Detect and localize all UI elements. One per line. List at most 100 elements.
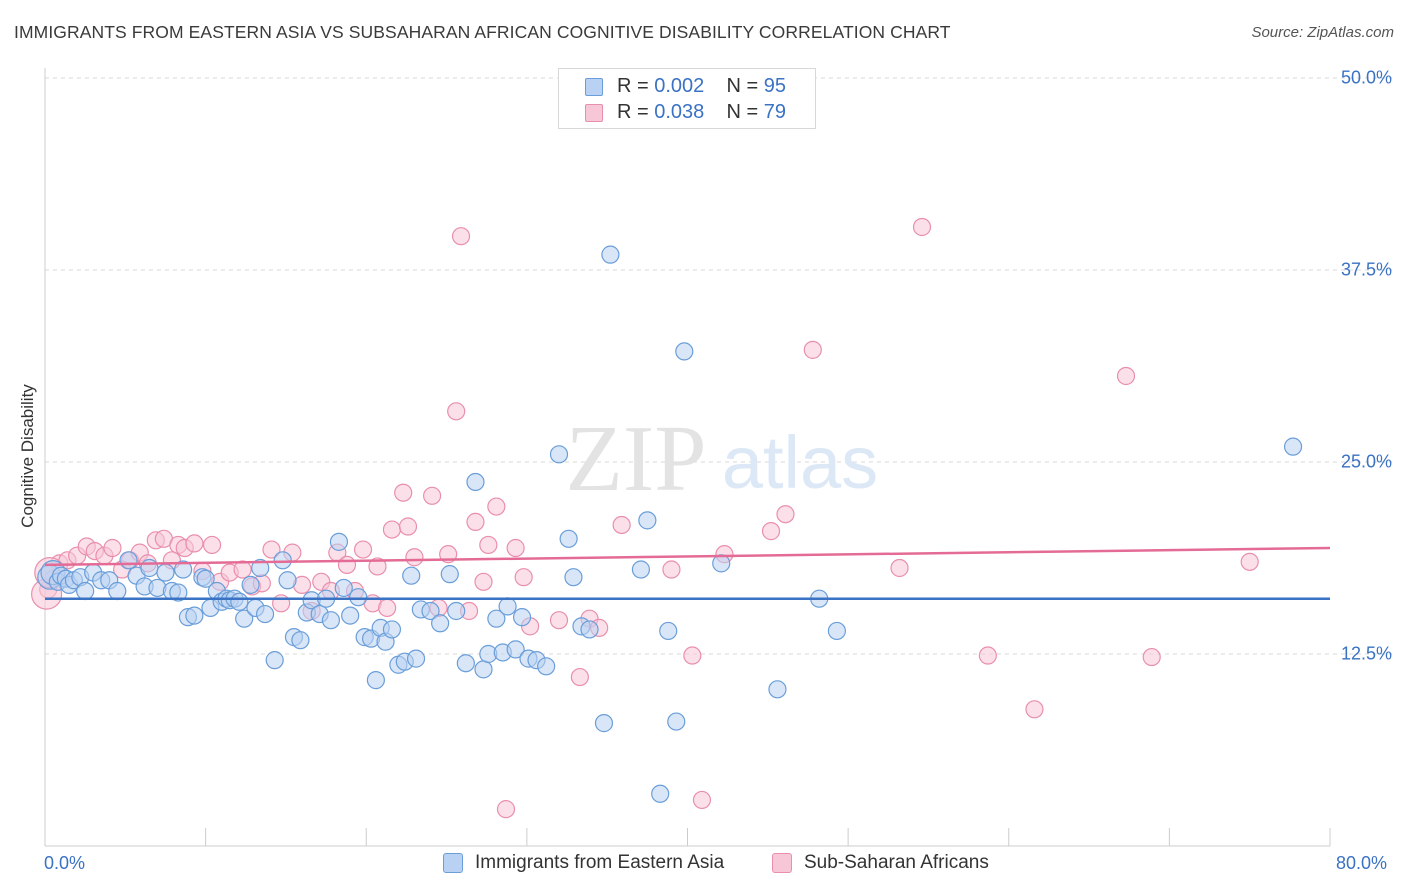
data-point-eastern-asia (265, 651, 284, 670)
data-point-eastern-asia (466, 472, 485, 492)
data-point-sub-saharan (479, 535, 498, 555)
data-point-eastern-asia (421, 601, 440, 621)
data-point-sub-saharan (506, 538, 525, 558)
data-point-sub-saharan (378, 598, 397, 618)
legend-swatch-pink (585, 104, 603, 122)
data-point-eastern-asia (321, 611, 341, 630)
data-point-eastern-asia (638, 511, 657, 530)
data-point-sub-saharan (890, 558, 909, 578)
watermark-zip: ZIP (566, 407, 707, 511)
series-eastern-asia-points (37, 245, 1303, 803)
data-point-sub-saharan (692, 790, 712, 810)
legend-swatch-blue (443, 853, 463, 873)
data-point-sub-saharan (368, 557, 387, 576)
data-point-eastern-asia (487, 609, 506, 628)
data-point-sub-saharan (466, 512, 485, 532)
data-point-eastern-asia (827, 621, 846, 641)
y-tick-label: 25.0% (1340, 451, 1392, 472)
data-point-sub-saharan (1116, 366, 1136, 386)
data-point-eastern-asia (564, 568, 583, 587)
legend-swatch-pink (772, 853, 792, 873)
data-point-eastern-asia (341, 606, 360, 625)
data-point-sub-saharan (272, 594, 291, 613)
n-value: 95 (763, 75, 787, 97)
data-point-eastern-asia (185, 606, 204, 625)
data-point-sub-saharan (570, 667, 589, 687)
data-point-sub-saharan (451, 227, 471, 246)
r-label: R = (617, 75, 655, 97)
r-label: R = (617, 101, 655, 123)
data-point-eastern-asia (431, 614, 450, 633)
data-point-eastern-asia (278, 571, 297, 590)
data-point-eastern-asia (406, 649, 426, 668)
legend-label: Sub-Saharan Africans (804, 852, 989, 873)
data-point-eastern-asia (447, 601, 466, 621)
source-label: Source: ZipAtlas.com (1251, 24, 1394, 41)
n-label: N = (726, 75, 764, 97)
y-tick-label: 50.0% (1340, 67, 1392, 88)
data-point-sub-saharan (549, 611, 569, 630)
data-point-sub-saharan (337, 555, 357, 575)
data-point-sub-saharan (394, 483, 413, 502)
data-point-eastern-asia (498, 597, 517, 616)
data-point-eastern-asia (230, 592, 249, 611)
data-point-sub-saharan (233, 560, 252, 579)
y-tick-label: 37.5% (1340, 259, 1392, 280)
data-point-eastern-asia (241, 575, 260, 594)
data-point-eastern-asia (349, 588, 368, 607)
data-point-sub-saharan (1025, 700, 1044, 719)
data-point-eastern-asia (140, 558, 159, 578)
data-point-eastern-asia (334, 578, 353, 598)
data-point-sub-saharan (1240, 552, 1259, 571)
data-point-sub-saharan (612, 515, 631, 535)
data-point-eastern-asia (601, 245, 620, 264)
data-point-eastern-asia (768, 680, 787, 699)
data-point-eastern-asia (474, 660, 493, 679)
data-point-eastern-asia (667, 712, 686, 731)
data-point-sub-saharan (487, 497, 506, 516)
data-point-eastern-asia (580, 620, 599, 639)
data-point-sub-saharan (423, 486, 442, 505)
watermark: ZIP atlas (566, 407, 879, 511)
data-point-sub-saharan (447, 402, 466, 421)
data-point-eastern-asia (196, 569, 215, 588)
data-point-sub-saharan (803, 340, 822, 359)
data-point-sub-saharan (761, 522, 781, 541)
y-axis-label: Cognitive Disability (18, 384, 37, 528)
data-point-sub-saharan (514, 568, 533, 587)
data-point-sub-saharan (405, 548, 424, 567)
data-point-eastern-asia (329, 532, 349, 551)
data-point-sub-saharan (185, 534, 204, 553)
data-point-eastern-asia (559, 529, 578, 548)
x-tick-label-max: 80.0% (1336, 853, 1388, 873)
data-point-eastern-asia (76, 581, 95, 601)
data-point-eastern-asia (255, 604, 275, 624)
data-point-sub-saharan (662, 560, 681, 579)
chart-title: IMMIGRANTS FROM EASTERN ASIA VS SUBSAHAR… (14, 22, 951, 42)
data-point-sub-saharan (978, 646, 997, 665)
data-point-eastern-asia (659, 621, 678, 641)
trend-line-sub-saharan (44, 546, 1331, 567)
data-point-eastern-asia (537, 657, 556, 676)
data-point-sub-saharan (353, 540, 373, 559)
data-point-eastern-asia (712, 554, 731, 573)
data-point-eastern-asia (119, 551, 138, 570)
data-point-eastern-asia (651, 784, 670, 803)
data-point-eastern-asia (273, 551, 292, 570)
data-point-eastern-asia (1283, 437, 1303, 456)
data-point-sub-saharan (496, 800, 516, 819)
legend-swatch-blue (585, 78, 603, 96)
data-point-sub-saharan (683, 646, 702, 665)
data-point-eastern-asia (251, 558, 270, 578)
data-point-sub-saharan (398, 517, 418, 536)
data-point-eastern-asia (108, 581, 127, 601)
data-point-eastern-asia (169, 583, 188, 602)
r-value: 0.002 (654, 75, 705, 97)
r-value: 0.038 (654, 101, 705, 123)
stats-legend: R = 0.002 N = 95 R = 0.038 N = 79 (558, 68, 816, 129)
data-point-sub-saharan (776, 505, 795, 524)
n-value: 79 (763, 101, 787, 123)
data-point-eastern-asia (506, 640, 525, 659)
data-point-eastern-asia (549, 445, 569, 464)
data-point-sub-saharan (1142, 647, 1161, 667)
